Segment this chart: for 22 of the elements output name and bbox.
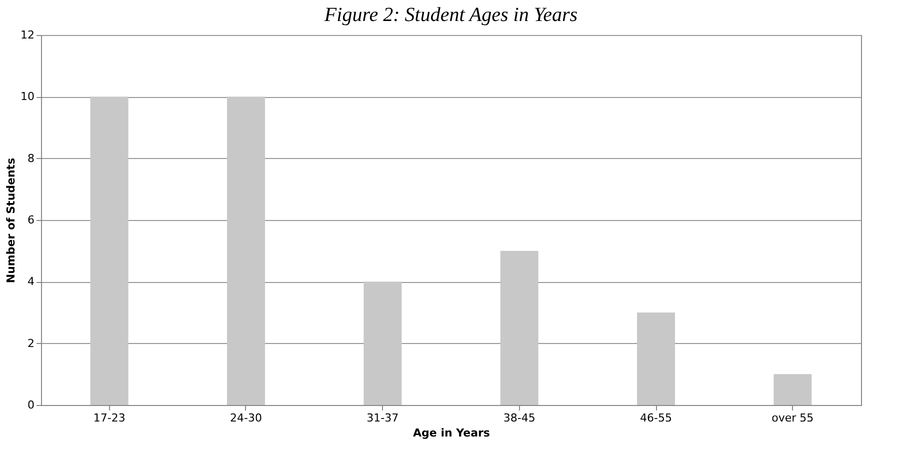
x-tick-label: 31-37: [366, 412, 399, 424]
bar: [364, 282, 402, 405]
x-tick-label: 38-45: [503, 412, 536, 424]
y-tick-label: 4: [28, 275, 34, 288]
y-tick-label: 8: [28, 152, 34, 165]
y-tick-label: 2: [28, 336, 34, 350]
chart-title: Figure 2: Student Ages in Years: [323, 4, 578, 26]
y-tick-label: 10: [20, 90, 34, 104]
bar: [774, 374, 812, 405]
y-tick-label: 12: [20, 28, 34, 42]
x-tick-label: 24-30: [230, 412, 262, 424]
y-axis-title: Number of Students: [4, 157, 18, 284]
bar: [227, 96, 265, 405]
y-tick-label: 6: [28, 214, 34, 226]
x-tick-label: 46-55: [640, 412, 672, 424]
y-tick-label: 0: [28, 398, 34, 412]
bar: [637, 312, 675, 405]
x-axis-title: Age in Years: [413, 426, 490, 440]
x-tick-label: over 55: [772, 412, 814, 424]
bar: [90, 96, 128, 405]
bar: [500, 250, 538, 405]
x-tick-label: 17-23: [93, 412, 126, 424]
